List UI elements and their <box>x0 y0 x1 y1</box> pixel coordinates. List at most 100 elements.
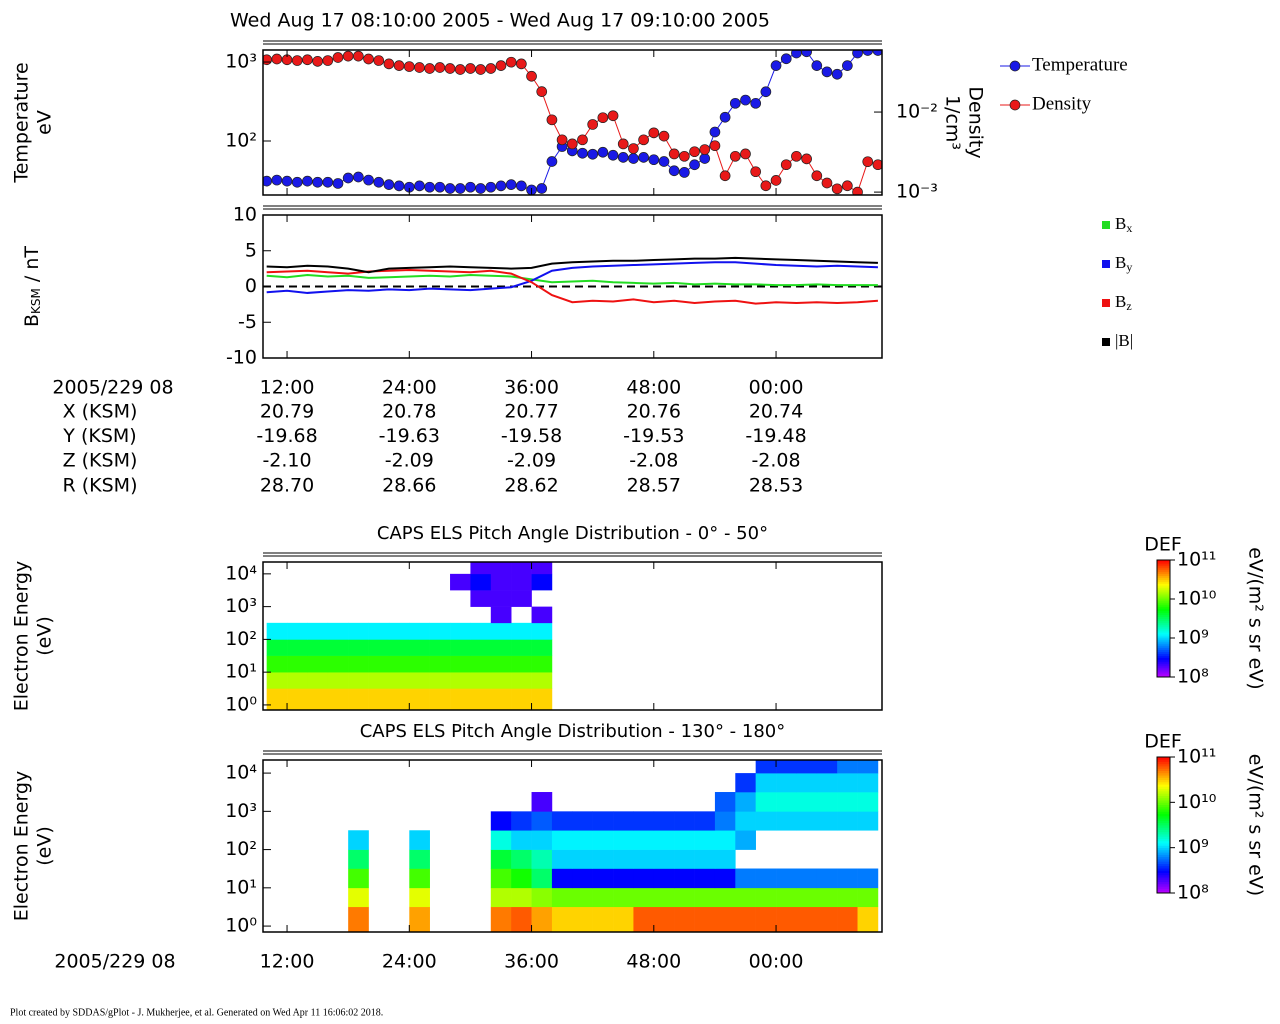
colorbar-step <box>1157 565 1170 569</box>
heatmap-cell <box>368 672 390 689</box>
colorbar-step <box>1157 612 1170 615</box>
ephemeris-value: -19.68 <box>256 425 317 447</box>
heatmap-cell <box>490 672 512 689</box>
heatmap-cell <box>694 849 716 869</box>
colorbar-step <box>1157 585 1170 588</box>
heatmap-cell <box>633 906 655 932</box>
heatmap-cell <box>490 811 512 831</box>
y-axis-label: eV <box>34 110 56 135</box>
x-tick-label: 36:00 <box>504 377 559 399</box>
data-point <box>679 150 690 162</box>
colorbar-step <box>1157 786 1170 790</box>
data-point <box>363 53 374 65</box>
y2-axis-label: Density <box>965 86 987 158</box>
colorbar-step <box>1157 831 1170 835</box>
colorbar-step <box>1157 890 1170 894</box>
data-point <box>271 53 283 65</box>
heatmap-cell <box>368 622 390 640</box>
data-point <box>454 64 466 75</box>
colorbar-step <box>1157 653 1170 656</box>
y-tick-label: -10 <box>226 347 257 369</box>
colorbar-step <box>1157 759 1170 762</box>
data-point <box>546 156 558 167</box>
colorbar-step <box>1157 641 1170 645</box>
heatmap-cell <box>613 830 634 850</box>
data-point <box>444 63 456 74</box>
legend-label: Bx <box>1115 214 1132 235</box>
data-point <box>668 165 680 177</box>
colorbar-step <box>1157 624 1170 627</box>
heatmap-cell <box>409 868 430 889</box>
heatmap-cell <box>755 760 777 774</box>
heatmap-cell <box>490 562 512 575</box>
heatmap-cell <box>388 639 410 656</box>
plot-area <box>263 50 882 195</box>
heatmap-cell <box>837 792 858 812</box>
data-point <box>831 68 843 80</box>
heatmap-cell <box>816 811 838 831</box>
ephemeris-value: -19.63 <box>379 425 440 447</box>
ephemeris-value: 20.77 <box>504 401 558 423</box>
heatmap-cell <box>307 639 329 656</box>
colorbar-step <box>1157 643 1170 647</box>
heatmap-cell <box>368 639 390 656</box>
heatmap-cell <box>531 906 553 932</box>
heatmap-cell <box>287 672 308 689</box>
heatmap-cell <box>714 906 736 932</box>
colorbar-step <box>1157 571 1170 575</box>
heatmap-cell <box>816 773 838 793</box>
data-point <box>495 60 507 71</box>
data-point <box>546 114 558 126</box>
heatmap-cell <box>511 887 532 908</box>
heatmap-cell <box>490 622 512 640</box>
heatmap-cell <box>674 849 695 869</box>
heatmap-cell <box>511 849 532 869</box>
colorbar-step <box>1157 795 1170 799</box>
legend-label: |B| <box>1115 331 1133 350</box>
colorbar-step <box>1157 870 1170 873</box>
colorbar-step <box>1157 589 1170 592</box>
heatmap-cell <box>490 590 512 607</box>
colorbar-step <box>1157 834 1170 837</box>
ephemeris-value: -2.09 <box>507 450 556 472</box>
heatmap-cell <box>633 830 655 850</box>
data-point <box>607 110 619 122</box>
legend-label: Bz <box>1115 292 1132 313</box>
heatmap-cell <box>857 906 879 932</box>
heatmap-cell <box>429 672 451 689</box>
heatmap-cell <box>613 887 634 908</box>
heatmap-cell <box>409 672 430 689</box>
heatmap-cell <box>714 792 736 812</box>
heatmap-cell <box>653 830 675 850</box>
data-point <box>505 179 517 190</box>
data-point <box>689 159 700 171</box>
heatmap-cell <box>735 868 756 889</box>
data-point <box>628 143 639 154</box>
heatmap-cell <box>796 760 818 774</box>
colorbar-step <box>1157 645 1170 649</box>
heatmap-cell <box>592 868 614 889</box>
data-point <box>383 58 395 70</box>
heatmap-cell <box>694 868 716 889</box>
colorbar-tick-label: 10¹⁰ <box>1177 791 1216 813</box>
heatmap-cell <box>450 639 471 656</box>
heatmap-cell <box>592 830 614 850</box>
data-point <box>281 175 293 187</box>
y-tick-label: 10³ <box>225 800 257 822</box>
colorbar-step <box>1157 665 1170 668</box>
data-point <box>842 180 853 192</box>
heatmap-cell <box>572 887 593 908</box>
heatmap-cell <box>837 906 858 932</box>
heatmap-cell <box>409 906 430 932</box>
colorbar-step <box>1157 859 1170 862</box>
heatmap-cell <box>266 622 288 640</box>
plot-frame <box>262 759 883 933</box>
colorbar-step <box>1157 577 1170 580</box>
heatmap-cell <box>796 868 818 889</box>
heatmap-cell <box>857 811 879 831</box>
y-axis-label: Electron Energy <box>11 771 33 922</box>
colorbar-step <box>1157 836 1170 839</box>
data-point <box>617 138 629 150</box>
colorbar-step <box>1157 560 1170 563</box>
colorbar-tick-label: 10⁸ <box>1177 882 1209 904</box>
